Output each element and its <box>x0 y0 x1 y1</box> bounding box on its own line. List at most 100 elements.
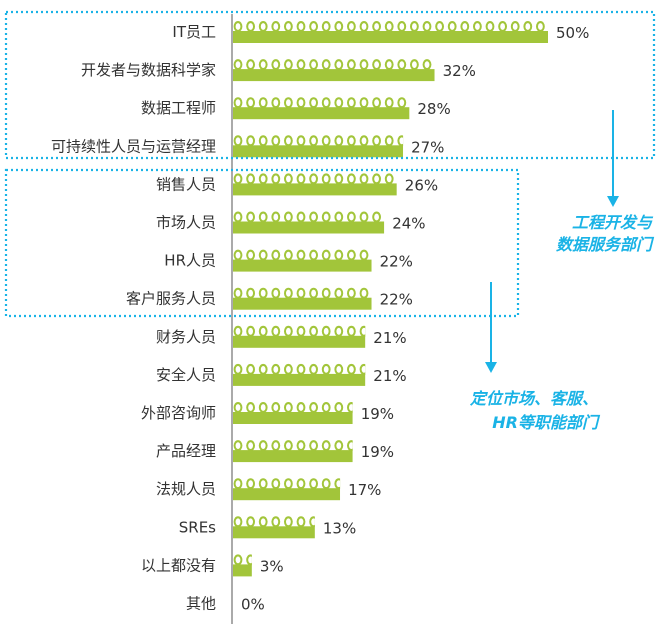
person-head <box>286 518 291 526</box>
person-head <box>336 23 342 30</box>
person-head <box>298 518 304 526</box>
person-head <box>487 23 493 30</box>
group-label-1: 工程开发与 <box>572 213 654 232</box>
person-head <box>298 175 304 183</box>
person-head <box>286 289 291 297</box>
person-head <box>235 327 241 335</box>
person-head <box>311 99 316 107</box>
person-head <box>336 366 342 373</box>
person-head <box>260 23 266 30</box>
category-label: 其他 <box>186 595 216 613</box>
person-head <box>311 23 316 30</box>
bar-body <box>233 107 410 120</box>
person-head <box>235 442 241 449</box>
person-head <box>387 214 392 221</box>
person-head <box>298 61 304 68</box>
person-head <box>323 61 329 68</box>
person-head <box>361 61 367 68</box>
person-head <box>424 23 430 30</box>
person-head <box>323 175 329 183</box>
category-label: 开发者与数据科学家 <box>81 61 216 79</box>
bar-body <box>233 69 435 82</box>
person-head <box>311 289 316 297</box>
person-head <box>311 366 316 373</box>
category-label: 可持续性人员与运营经理 <box>51 137 216 155</box>
person-head <box>374 290 379 297</box>
person-head <box>311 251 316 259</box>
value-label: 19% <box>361 405 394 423</box>
person-head <box>248 518 254 526</box>
bar-body <box>233 145 404 158</box>
person-head <box>260 327 266 335</box>
person-head <box>323 23 329 30</box>
person-head <box>361 23 367 30</box>
value-label: 27% <box>411 138 444 156</box>
bar-2 <box>233 59 435 82</box>
person-head <box>235 23 241 30</box>
person-head <box>286 99 291 107</box>
person-head <box>349 366 354 373</box>
person-head <box>399 23 405 30</box>
bar-body <box>233 488 341 501</box>
value-labels: 50% 32% 28% 27% 26% 24% 22% 22% 21% 21% 19% 19% 17% 1… <box>241 24 589 614</box>
person-head <box>412 99 417 106</box>
person-head <box>273 442 279 449</box>
person-head <box>311 137 316 145</box>
bar-13 <box>233 478 341 501</box>
value-label: 21% <box>373 367 406 385</box>
person-head <box>248 99 254 107</box>
bar-8 <box>233 287 379 310</box>
person-head <box>349 23 354 30</box>
category-label: 财务人员 <box>156 328 216 346</box>
person-head <box>336 480 341 488</box>
person-head <box>399 176 404 183</box>
person-head <box>298 442 304 449</box>
person-head <box>349 251 354 259</box>
person-head <box>235 61 241 68</box>
person-head <box>399 99 405 107</box>
person-head <box>374 175 379 183</box>
bars-layer <box>233 21 548 577</box>
person-head <box>286 213 291 221</box>
group-label-2: HR等职能部门 <box>492 413 601 432</box>
person-head <box>235 556 241 564</box>
person-head <box>361 99 367 107</box>
person-head <box>462 23 468 30</box>
person-head <box>235 289 241 297</box>
person-head <box>248 366 254 373</box>
person-head <box>286 175 291 183</box>
group-label-1: 数据服务部门 <box>556 235 655 254</box>
arrow-down-icon <box>485 362 497 373</box>
person-head <box>336 213 342 221</box>
person-head <box>260 137 266 145</box>
value-label: 13% <box>323 519 356 537</box>
person-head <box>248 556 252 564</box>
bar-6 <box>233 211 392 234</box>
person-head <box>323 327 329 335</box>
person-head <box>349 61 354 68</box>
bar-body <box>233 450 353 463</box>
person-head <box>286 480 291 488</box>
person-head <box>248 137 254 145</box>
bar-11 <box>233 402 353 424</box>
value-label: 21% <box>373 329 406 347</box>
person-head <box>361 366 366 373</box>
person-head <box>525 23 531 30</box>
person-head <box>273 518 279 526</box>
value-label: 50% <box>556 24 589 42</box>
bar-4 <box>233 135 404 158</box>
bar-body <box>233 412 353 424</box>
person-head <box>349 213 354 221</box>
person-head <box>437 23 442 30</box>
person-head <box>336 442 342 449</box>
bar-3 <box>233 97 417 120</box>
category-label: 以上都没有 <box>141 556 216 574</box>
group-label-2: 定位市场、客服、 <box>469 389 598 408</box>
person-head <box>538 23 543 30</box>
person-head <box>286 366 291 373</box>
category-label: SREs <box>179 518 216 536</box>
bar-body <box>233 335 366 348</box>
bar-15 <box>233 554 252 577</box>
person-head <box>260 251 266 259</box>
person-head <box>412 23 417 30</box>
